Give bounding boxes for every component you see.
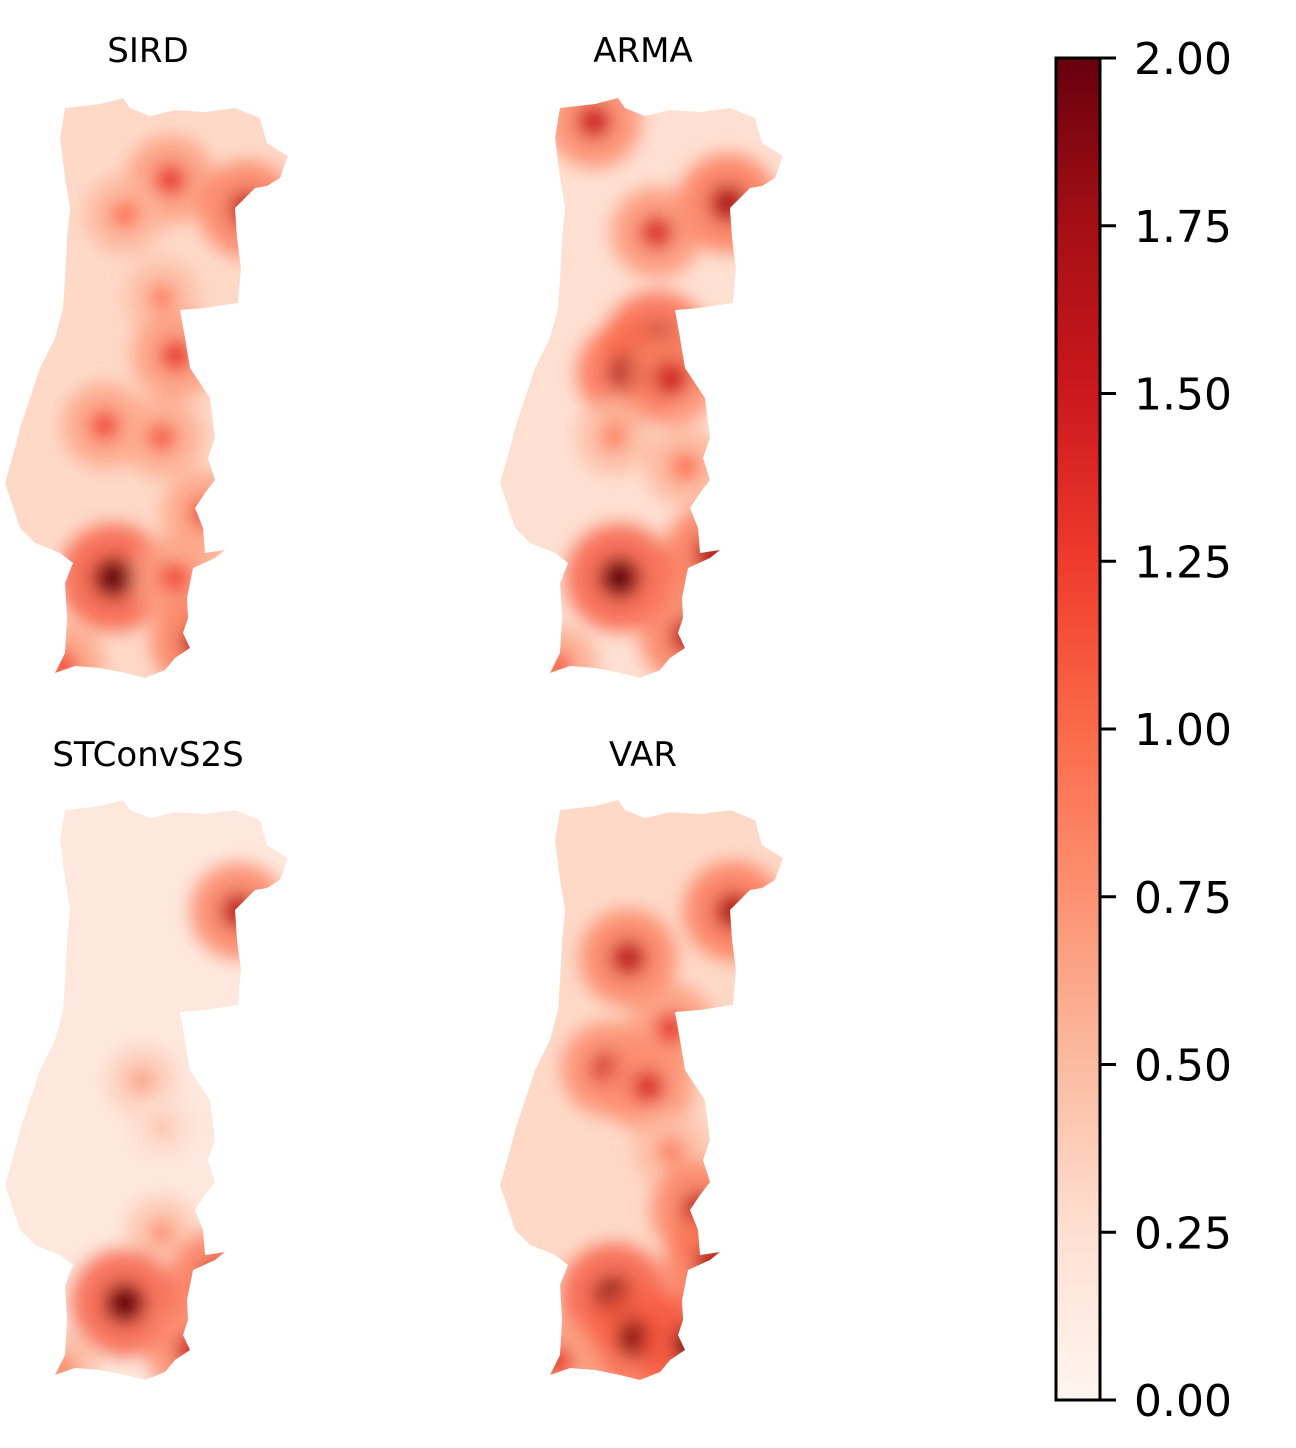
panel-title-var: VAR — [609, 735, 677, 775]
colorbar-gradient — [1054, 56, 1102, 1402]
panel-title-stconvs2s: STConvS2S — [52, 735, 243, 775]
colorbar-tick-label: 1.00 — [1134, 705, 1232, 756]
hotspot — [154, 164, 187, 196]
hotspot — [599, 557, 640, 598]
hotspot — [48, 1354, 76, 1380]
hotspot — [671, 452, 700, 481]
hotspot-halo — [639, 1290, 748, 1380]
hotspot — [148, 283, 176, 311]
hotspot — [129, 1068, 154, 1093]
map-stconvs2s — [5, 800, 288, 1380]
hotspot — [657, 1137, 685, 1165]
hotspot — [181, 624, 217, 660]
hotspot — [610, 940, 646, 976]
hotspot — [176, 1332, 211, 1367]
hotspot-halo — [198, 160, 288, 258]
hotspot — [148, 1220, 175, 1246]
panel-title-arma: ARMA — [593, 31, 692, 71]
hotspot — [542, 650, 572, 678]
hotspot — [93, 557, 134, 598]
hotspot — [160, 339, 192, 372]
hotspot — [577, 104, 612, 139]
panel-stconvs2s: STConvS2S — [5, 735, 288, 1380]
hotspot-halo — [150, 593, 248, 678]
colorbar-tick-label: 1.25 — [1134, 537, 1232, 588]
hotspot — [221, 893, 257, 929]
colorbar-tick-label: 0.50 — [1134, 1041, 1232, 1092]
hotspot — [104, 1283, 145, 1324]
hotspot-halo — [663, 1212, 764, 1312]
colorbar-tick-label: 0.25 — [1134, 1208, 1232, 1259]
hotspot — [147, 422, 177, 452]
hotspot — [229, 191, 265, 227]
hotspot — [160, 562, 192, 593]
colorbar-ticks: 0.00 0.25 0.50 0.75 1.00 1.25 1.50 1.75 2.00 — [1100, 34, 1232, 1427]
hotspot — [46, 650, 78, 678]
panel-title-sird: SIRD — [107, 31, 188, 71]
hotspot-halo — [639, 587, 737, 678]
hotspot — [631, 1070, 665, 1104]
hotspot — [110, 201, 139, 229]
colorbar-tick-label: 0.00 — [1134, 1376, 1232, 1427]
hotspot — [695, 536, 732, 573]
panel-arma: ARMA — [500, 31, 783, 678]
hotspot-halo — [190, 862, 288, 960]
hotspot — [200, 1261, 237, 1298]
panel-sird: SIRD — [5, 31, 288, 678]
hotspot — [709, 185, 747, 222]
hotspot — [695, 1243, 732, 1281]
hotspot — [89, 410, 120, 441]
hotspot — [670, 618, 706, 654]
colorbar-tick-label: 0.75 — [1134, 873, 1232, 924]
map-sird — [5, 98, 288, 678]
colorbar-tick-label: 2.00 — [1134, 34, 1232, 85]
hotspot — [673, 1324, 714, 1365]
hotspot — [600, 423, 628, 451]
hotspot — [640, 216, 674, 249]
map-var — [500, 800, 783, 1380]
panel-var: VAR — [500, 735, 783, 1380]
colorbar: 0.00 0.25 0.50 0.75 1.00 1.25 1.50 1.75 2.00 — [1054, 34, 1232, 1427]
map-arma — [500, 98, 783, 678]
hotspot — [541, 1345, 573, 1378]
hotspot — [715, 892, 752, 930]
hotspot-halo — [146, 1302, 241, 1380]
hotspot — [654, 361, 688, 396]
hotspot — [150, 1116, 173, 1139]
hotspot-halo — [683, 861, 783, 961]
hotspot — [655, 1012, 687, 1044]
hotspot-halo — [651, 1161, 748, 1258]
hotspot — [189, 498, 220, 529]
colorbar-tick-label: 1.75 — [1134, 202, 1232, 253]
colorbar-tick-label: 1.50 — [1134, 370, 1232, 421]
